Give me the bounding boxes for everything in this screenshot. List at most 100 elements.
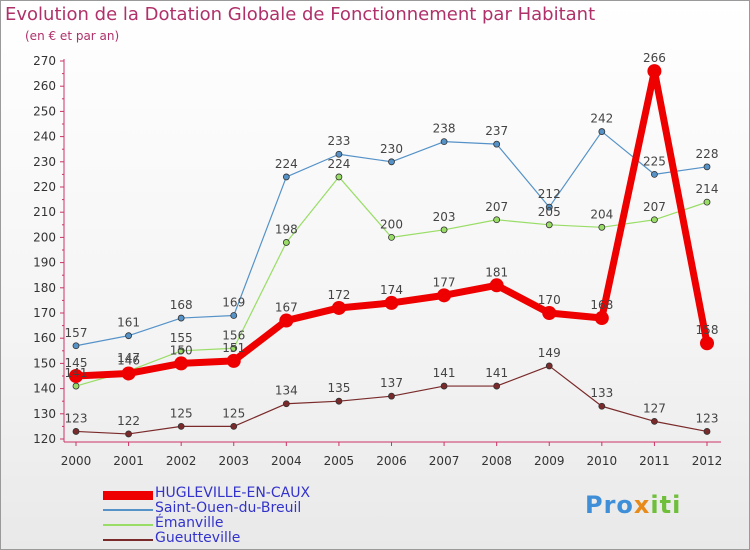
- data-point: [489, 278, 504, 293]
- data-point: [335, 173, 343, 181]
- data-point: [121, 366, 136, 381]
- data-label: 230: [380, 142, 403, 156]
- chart-title: Evolution de la Dotation Globale de Fonc…: [5, 4, 596, 25]
- brand-logo: Proxiti: [585, 491, 681, 519]
- y-tick-label: 150: [33, 356, 56, 370]
- y-tick-label: 260: [33, 79, 56, 93]
- data-label: 145: [65, 356, 88, 370]
- data-label: 200: [380, 217, 403, 231]
- data-point: [647, 64, 662, 79]
- series-2: [72, 173, 711, 390]
- data-point: [388, 392, 395, 400]
- data-label: 157: [65, 326, 88, 340]
- data-point: [493, 140, 501, 148]
- legend-label: Gueutteville: [155, 530, 241, 546]
- x-tick-label: 2012: [692, 454, 723, 468]
- data-point: [388, 233, 395, 241]
- data-label: 167: [275, 301, 298, 315]
- x-tick-label: 2009: [534, 454, 565, 468]
- data-point: [230, 312, 238, 319]
- data-label: 168: [170, 298, 193, 312]
- data-label: 181: [485, 265, 508, 279]
- x-tick-label: 2011: [639, 454, 670, 468]
- legend-label: Émanville: [155, 515, 224, 531]
- data-point: [388, 158, 395, 166]
- series-0: [69, 64, 714, 383]
- data-point: [177, 347, 185, 355]
- data-label: 242: [590, 112, 613, 126]
- data-label: 137: [380, 376, 403, 390]
- y-tick-label: 140: [33, 382, 56, 396]
- data-label: 228: [696, 147, 719, 161]
- x-tick-label: 2010: [587, 454, 618, 468]
- data-point: [282, 173, 290, 181]
- data-label: 161: [117, 316, 140, 330]
- data-label: 177: [433, 275, 456, 289]
- data-point: [177, 314, 185, 322]
- x-tick-label: 2006: [376, 454, 407, 468]
- data-point: [545, 362, 553, 370]
- series-1: [72, 128, 711, 350]
- y-tick-label: 240: [33, 130, 56, 144]
- data-label: 212: [538, 187, 561, 201]
- data-point: [440, 138, 448, 146]
- legend-swatch: [103, 539, 153, 541]
- data-point: [279, 313, 294, 328]
- data-point: [72, 428, 80, 435]
- y-tick-label: 270: [33, 54, 56, 68]
- data-label: 127: [643, 401, 666, 415]
- data-label: 203: [433, 210, 456, 224]
- data-label: 147: [117, 351, 140, 365]
- x-tick-label: 2002: [166, 454, 197, 468]
- data-label: 238: [433, 122, 456, 136]
- y-tick-label: 220: [33, 180, 56, 194]
- data-point: [72, 382, 80, 390]
- data-label: 207: [485, 200, 508, 214]
- data-label: 156: [222, 328, 245, 342]
- data-label: 141: [433, 366, 456, 380]
- y-tick-label: 120: [33, 432, 56, 446]
- data-label: 172: [327, 288, 350, 302]
- data-point: [703, 198, 711, 206]
- x-tick-label: 2005: [324, 454, 355, 468]
- data-label: 170: [538, 293, 561, 307]
- data-point: [282, 400, 290, 408]
- data-point: [703, 428, 711, 435]
- data-label: 123: [65, 411, 88, 425]
- data-point: [72, 342, 80, 350]
- data-point: [125, 430, 132, 438]
- data-point: [174, 356, 189, 371]
- data-point: [545, 221, 553, 229]
- data-label: 198: [275, 222, 298, 236]
- legend-label: HUGLEVILLE-EN-CAUX: [155, 485, 311, 501]
- data-label: 135: [327, 381, 350, 395]
- series-3: [72, 362, 711, 438]
- y-tick-label: 160: [33, 331, 56, 345]
- data-point: [230, 344, 238, 352]
- data-point: [440, 226, 448, 234]
- y-tick-label: 250: [33, 104, 56, 118]
- series-layer: [69, 64, 714, 438]
- x-tick-label: 2003: [218, 454, 249, 468]
- data-label: 149: [538, 346, 561, 360]
- data-label: 266: [643, 51, 666, 65]
- data-label: 207: [643, 200, 666, 214]
- data-label: 141: [485, 366, 508, 380]
- x-tick-label: 2008: [481, 454, 512, 468]
- x-tick-label: 2000: [61, 454, 92, 468]
- data-label: 224: [327, 157, 350, 171]
- data-label: 224: [275, 157, 298, 171]
- legend-swatch: [103, 509, 153, 511]
- data-point: [226, 353, 241, 368]
- data-point: [177, 422, 185, 430]
- data-label: 174: [380, 283, 403, 297]
- data-point: [440, 382, 448, 390]
- data-label: 125: [170, 406, 193, 420]
- y-tick-label: 230: [33, 155, 56, 169]
- y-tick-label: 170: [33, 306, 56, 320]
- data-point: [598, 223, 606, 231]
- data-label: 123: [696, 411, 719, 425]
- x-axis-ticks: 2000 2001 2002 2003 2004 2005 2006 2007 2008 2009…: [61, 442, 723, 468]
- x-tick-label: 2007: [429, 454, 460, 468]
